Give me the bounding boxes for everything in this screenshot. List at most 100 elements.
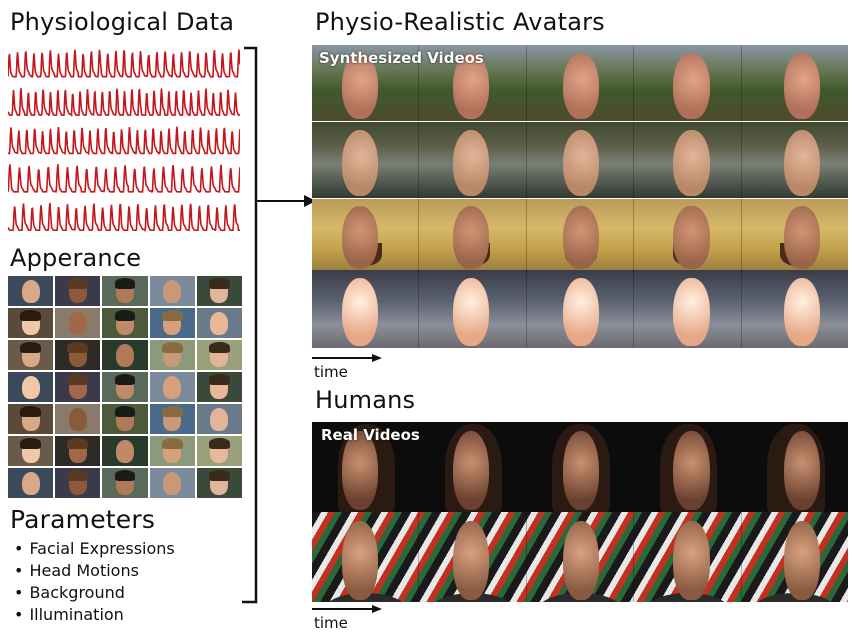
ppg-waveform-1 <box>8 49 240 78</box>
ppg-waveform-4 <box>8 164 240 193</box>
hair-shape <box>161 438 183 449</box>
hair-shape <box>161 342 183 353</box>
video-frame <box>742 512 848 602</box>
hair-shape <box>67 438 89 449</box>
appearance-thumbnail <box>55 404 101 434</box>
time-label: time <box>314 363 348 381</box>
combine-bracket-arrow <box>242 46 316 604</box>
appearance-thumbnail <box>196 468 242 498</box>
face-shape <box>562 206 600 269</box>
avatar-video-strip <box>312 199 848 270</box>
face-shape <box>342 129 379 197</box>
face-shape <box>163 376 182 399</box>
appearance-thumbnail <box>196 404 242 434</box>
hair-shape <box>67 470 89 481</box>
appearance-thumbnail <box>55 276 101 306</box>
hair-shape <box>209 438 230 449</box>
face-shape <box>68 312 87 335</box>
appearance-thumbnail <box>8 436 54 466</box>
video-frame <box>312 122 420 198</box>
face-shape <box>783 277 820 347</box>
appearance-thumbnail <box>149 404 195 434</box>
face-shape <box>783 129 820 197</box>
appearance-thumbnail <box>149 468 195 498</box>
human-video-strip <box>312 422 848 512</box>
face-shape <box>562 521 600 601</box>
face-shape <box>342 521 379 601</box>
video-frame <box>634 199 742 270</box>
face-shape <box>673 277 710 347</box>
video-frame <box>634 512 742 602</box>
appearance-thumbnail <box>196 276 242 306</box>
video-frame <box>419 422 527 512</box>
face-shape <box>163 280 182 303</box>
ppg-waveform-5 <box>8 202 240 233</box>
avatars-title: Physio-Realistic Avatars <box>315 8 605 36</box>
ppg-waveform-3 <box>8 126 240 156</box>
appearance-thumbnail <box>102 308 148 338</box>
face-shape <box>673 52 710 120</box>
physiological-signals-plot <box>8 49 240 233</box>
face-shape <box>163 472 182 495</box>
face-shape <box>342 431 379 511</box>
video-frame <box>742 422 848 512</box>
video-frame <box>742 199 848 270</box>
appearance-thumbnail <box>55 468 101 498</box>
appearance-thumbnail <box>196 372 242 402</box>
face-shape <box>210 312 229 335</box>
face-shape <box>562 52 600 120</box>
video-frame <box>742 270 848 348</box>
hair-shape <box>20 342 41 353</box>
face-shape <box>452 277 489 347</box>
hair-shape <box>67 278 89 289</box>
face-shape <box>673 521 710 601</box>
hair-shape <box>209 278 230 289</box>
face-shape <box>673 431 710 511</box>
video-frame <box>419 122 527 198</box>
appearance-thumbnail <box>8 404 54 434</box>
video-frame <box>312 270 420 348</box>
hair-shape <box>209 342 230 353</box>
humans-title: Humans <box>315 386 416 414</box>
human-video-strip <box>312 512 848 602</box>
video-frame <box>419 512 527 602</box>
parameter-item: Facial Expressions <box>14 538 174 560</box>
hair-shape <box>114 470 136 481</box>
appearance-thumbnail <box>196 308 242 338</box>
appearance-thumbnail <box>102 468 148 498</box>
face-shape <box>783 521 820 601</box>
face-shape <box>21 376 40 399</box>
appearance-thumbnail <box>8 468 54 498</box>
video-frame <box>419 199 527 270</box>
hair-shape <box>209 374 230 385</box>
face-shape <box>21 472 40 495</box>
video-frame <box>527 199 635 270</box>
time-arrow <box>312 354 382 362</box>
appearance-thumbnail <box>102 436 148 466</box>
appearance-thumbnail <box>102 340 148 370</box>
parameter-item: Head Motions <box>14 560 175 582</box>
appearance-thumbnail <box>8 372 54 402</box>
hair-shape <box>20 310 41 321</box>
hair-shape <box>114 406 136 417</box>
appearance-thumbnail <box>196 436 242 466</box>
appearance-thumbnail <box>8 276 54 306</box>
face-shape <box>562 129 600 197</box>
appearance-thumbnail <box>55 340 101 370</box>
face-shape <box>452 52 489 120</box>
appearance-thumbnail <box>102 404 148 434</box>
video-frame <box>312 199 420 270</box>
parameter-item: Background <box>14 582 175 604</box>
appearance-thumbnail <box>55 372 101 402</box>
time-label: time <box>314 614 348 632</box>
face-shape <box>342 277 379 347</box>
appearance-title: Apperance <box>10 244 142 272</box>
face-shape <box>452 129 489 197</box>
time-arrow <box>312 605 382 613</box>
appearance-thumbnail <box>8 340 54 370</box>
video-frame <box>312 45 420 121</box>
hair-shape <box>161 406 183 417</box>
appearance-thumbnail <box>149 276 195 306</box>
video-frame <box>419 270 527 348</box>
avatar-video-strip <box>312 270 848 348</box>
